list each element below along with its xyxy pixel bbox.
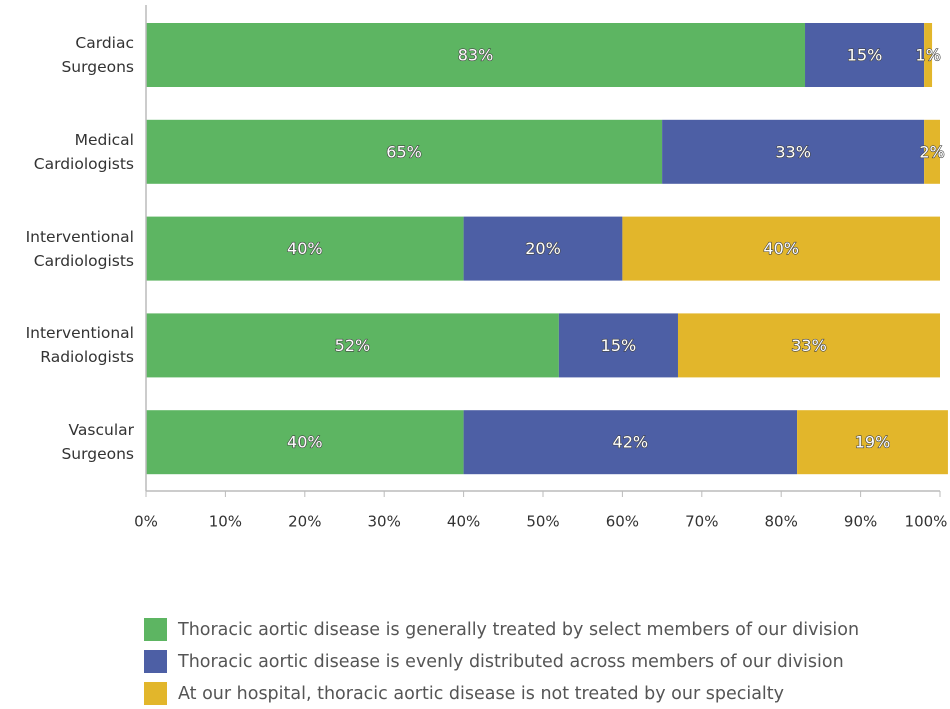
bar-segment [146, 313, 559, 378]
x-tick-label: 100% [905, 513, 948, 531]
value-label: 42% [613, 433, 649, 452]
x-tick-label: 80% [765, 513, 798, 531]
x-tick-label: 30% [368, 513, 401, 531]
value-label: 15% [847, 46, 883, 65]
value-label: 20% [525, 239, 561, 258]
y-tick-label: Interventional Cardiologists [25, 227, 134, 270]
legend-label: Thoracic aortic disease is generally tre… [177, 620, 859, 640]
value-label: 40% [287, 433, 323, 452]
bar-segment [622, 216, 940, 281]
x-tick-label: 20% [288, 513, 321, 531]
bar-segment [146, 119, 663, 184]
bar-segment [797, 410, 948, 475]
legend-swatch [144, 618, 167, 641]
value-label: 15% [601, 336, 637, 355]
legend-swatch [144, 682, 167, 705]
bar-segment [146, 216, 464, 281]
value-label: 19% [855, 433, 891, 452]
bar-segment [677, 313, 940, 378]
x-tick-label: 70% [685, 513, 718, 531]
x-tick-label: 0% [134, 513, 158, 531]
legend-label: Thoracic aortic disease is evenly distri… [177, 652, 844, 672]
bar-segment [805, 23, 925, 87]
bar-segment [558, 313, 678, 378]
value-label: 83% [458, 46, 494, 65]
x-tick-label: 60% [606, 513, 639, 531]
x-tick-label: 40% [447, 513, 480, 531]
bar-segment [463, 410, 798, 475]
y-tick-label: Interventional Radiologists [25, 324, 134, 367]
x-tick-label: 50% [526, 513, 559, 531]
legend-swatch [144, 650, 167, 673]
value-label: 33% [791, 336, 827, 355]
bar-segment [146, 23, 806, 87]
value-label: 40% [287, 239, 323, 258]
x-tick-label: 10% [209, 513, 242, 531]
bar-segment [662, 119, 925, 184]
value-label: 40% [763, 239, 799, 258]
bar-segment [146, 410, 464, 475]
bar-segment [924, 23, 933, 87]
legend-label: At our hospital, thoracic aortic disease… [178, 684, 784, 704]
value-label: 2% [919, 142, 944, 161]
bar-segment [924, 119, 940, 184]
x-tick-label: 90% [844, 513, 877, 531]
value-label: 65% [386, 142, 422, 161]
y-tick-label: Medical Cardiologists [33, 130, 134, 173]
y-tick-label: Cardiac Surgeons [61, 34, 134, 76]
value-label: 52% [335, 336, 371, 355]
value-label: 33% [775, 142, 811, 161]
value-label: 1% [915, 46, 940, 65]
y-tick-label: Vascular Surgeons [61, 421, 134, 464]
bar-segment [463, 216, 623, 281]
